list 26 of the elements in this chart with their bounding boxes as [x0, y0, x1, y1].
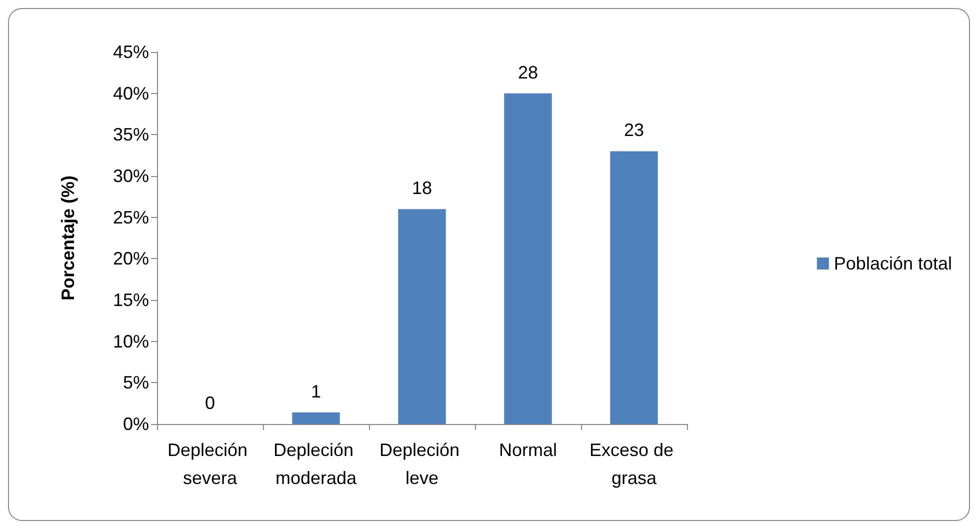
y-tick-label: 0% [122, 414, 149, 434]
text: 23 [624, 120, 644, 140]
y-tick-label: 40% [112, 83, 149, 104]
y-tick-label: 10% [112, 331, 149, 352]
y-tick-label: 35% [112, 124, 149, 145]
bar [504, 93, 552, 424]
y-tick-label: 20% [112, 248, 149, 269]
x-tick-label: Normal [498, 440, 558, 460]
x-tick-label: Depleción severa [167, 440, 253, 488]
text: 28 [518, 62, 538, 82]
x-tick-label: Exceso de grasa [589, 440, 679, 488]
y-tick-label: 30% [112, 166, 149, 186]
y-tick-label: 25% [112, 207, 149, 228]
x-tick-label: Depleción leve [379, 440, 465, 488]
legend-label: Población total [834, 254, 952, 274]
x-tick-label: Depleción moderada [273, 440, 359, 488]
bar [610, 151, 658, 424]
bar [398, 209, 446, 424]
y-axis-title: Porcentaje (%) [58, 175, 78, 301]
text: 0 [204, 393, 216, 413]
bar [292, 412, 340, 424]
y-tick-label: 15% [112, 290, 149, 310]
y-tick-label: 45% [112, 42, 149, 62]
y-tick-label: 5% [122, 372, 149, 393]
text: 1 [310, 381, 322, 402]
text: 18 [412, 178, 432, 198]
